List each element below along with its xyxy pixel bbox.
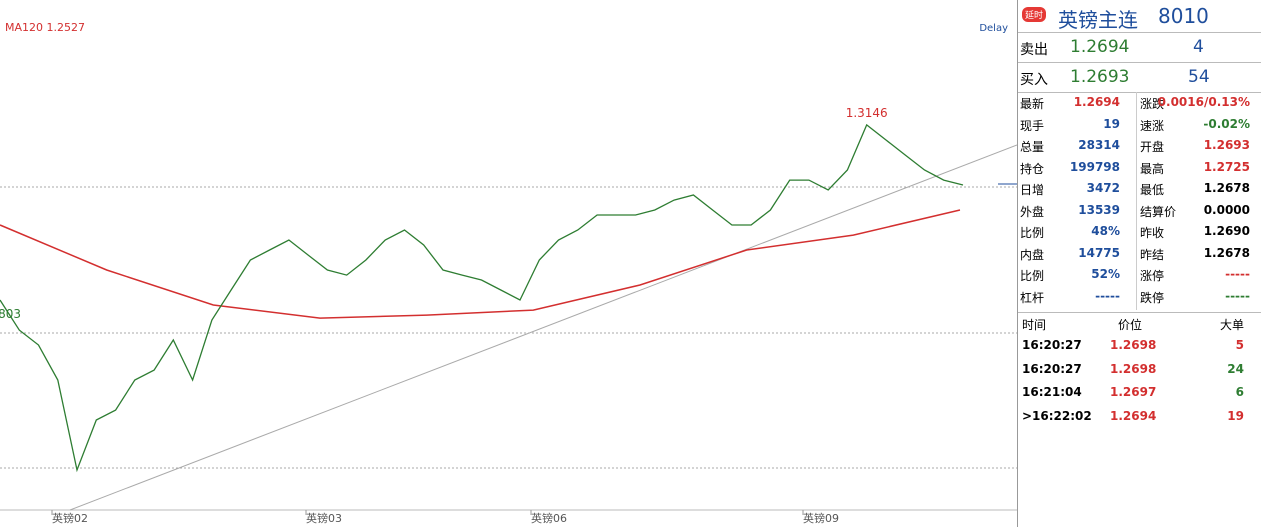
- stat-row: 比例 52% 涨停 -----: [1018, 264, 1261, 286]
- cell: 现手: [1020, 118, 1045, 133]
- cell: 开盘: [1140, 140, 1165, 154]
- stat-row: 持仓 199798 最高 1.2725: [1018, 157, 1261, 179]
- cell: 48%: [1091, 224, 1120, 238]
- cell: 时间: [1022, 318, 1047, 332]
- x-tick-label: 英镑06: [531, 511, 567, 525]
- cell: 大单: [1219, 318, 1244, 332]
- annotation: 1.3146: [846, 106, 888, 120]
- stat-row: 内盘 14775 昨结 1.2678: [1018, 243, 1261, 265]
- cell: 19: [1227, 408, 1244, 423]
- cell: 24: [1227, 361, 1244, 376]
- stat-row: 外盘 13539 结算价 0.0000: [1018, 200, 1261, 222]
- cell: 涨停: [1140, 269, 1165, 283]
- ask: 卖出 1.2694 4: [1018, 33, 1261, 63]
- cell: 1.2694: [1110, 408, 1157, 423]
- trend-line: [69, 144, 1017, 511]
- x-tick-label: 英镑09: [803, 511, 839, 525]
- close-line: [0, 123, 964, 473]
- volume: 54: [1188, 67, 1210, 87]
- label: 买入: [1020, 72, 1048, 88]
- stat-row: 比例 48% 昨收 1.2690: [1018, 221, 1261, 243]
- cell: 1.2697: [1110, 385, 1157, 399]
- cell: 1.2698: [1110, 338, 1157, 352]
- annotation: 1.1803: [0, 307, 21, 321]
- divider: [1018, 312, 1261, 313]
- stat-row: 总量 28314 开盘 1.2693: [1018, 135, 1261, 157]
- cell: 跌停: [1140, 290, 1165, 305]
- name: 英镑主连: [1058, 8, 1138, 32]
- stat-row: 最新 1.2694 涨跌 0.0016/0.13%: [1018, 92, 1261, 114]
- badge: 延时: [1022, 7, 1047, 22]
- cell: 最高: [1140, 161, 1165, 176]
- cell: 总量: [1020, 140, 1045, 154]
- chart: MA120 1.2527 Delay 1.3146 1.1803 英镑02 英镑03 英…: [0, 21, 1017, 525]
- cell: 涨跌: [1140, 97, 1165, 111]
- cell: 16:20:27: [1022, 361, 1082, 376]
- cell: 3472: [1086, 181, 1120, 195]
- price: 1.2694: [1070, 37, 1130, 57]
- cell: 日增: [1020, 183, 1045, 197]
- cell: 比例: [1020, 269, 1045, 283]
- cell: -----: [1095, 288, 1120, 303]
- cell: 内盘: [1020, 247, 1045, 262]
- price: 1.2693: [1070, 67, 1130, 87]
- delay-label: Delay: [979, 23, 1008, 34]
- cell: 价位: [1118, 318, 1143, 332]
- cell: >16:22:02: [1022, 408, 1092, 423]
- cell: 1.2690: [1203, 224, 1250, 238]
- stat-row: 日增 3472 最低 1.2678: [1018, 178, 1261, 200]
- cell: 最低: [1140, 183, 1165, 197]
- x-tick-label: 英镑03: [306, 511, 342, 525]
- cell: 外盘: [1020, 204, 1045, 219]
- cell: 结算价: [1140, 204, 1177, 219]
- stat-row: 杠杆 ----- 跌停 -----: [1018, 286, 1261, 308]
- cell: 16:20:27: [1022, 338, 1082, 352]
- cell: 1.2725: [1203, 159, 1250, 174]
- cell: 1.2694: [1073, 95, 1120, 109]
- cell: 1.2678: [1203, 181, 1250, 195]
- cell: 52%: [1091, 267, 1120, 281]
- bid: 买入 1.2693 54: [1018, 63, 1261, 93]
- cell: 1.2678: [1203, 245, 1250, 260]
- cell: 13539: [1078, 202, 1120, 217]
- cell: 1.2693: [1203, 138, 1250, 152]
- cell: 最新: [1020, 97, 1045, 111]
- x-tick-label: 英镑02: [52, 511, 88, 525]
- cell: 1.2698: [1110, 361, 1157, 376]
- quote-panel: 延时 英镑主连 8010 卖出 1.2694 4 买入 1.2693 54 最新…: [1017, 0, 1261, 527]
- column-divider: [1136, 92, 1137, 310]
- label: 卖出: [1020, 42, 1048, 58]
- indicator-label: MA120 1.2527: [5, 21, 85, 34]
- header: 延时 英镑主连 8010: [1018, 0, 1261, 33]
- cell: 6: [1235, 385, 1244, 399]
- cell: 0.0016/0.13%: [1157, 95, 1250, 109]
- cell: 比例: [1020, 226, 1045, 240]
- stat-row: 现手 19 速涨 -0.02%: [1018, 114, 1261, 136]
- code: 8010: [1158, 4, 1209, 28]
- cell: 昨结: [1140, 247, 1165, 262]
- ma120-line: [0, 209, 961, 319]
- cell: 28314: [1078, 138, 1120, 152]
- cell: 5: [1235, 338, 1244, 352]
- cell: 16:21:04: [1022, 385, 1082, 399]
- cell: 杠杆: [1020, 290, 1045, 305]
- cell: 14775: [1078, 245, 1120, 260]
- volume: 4: [1193, 37, 1204, 57]
- cell: 19: [1103, 116, 1120, 131]
- cell: -----: [1225, 267, 1250, 281]
- cell: -----: [1225, 288, 1250, 303]
- cell: 速涨: [1140, 118, 1165, 133]
- cell: 0.0000: [1203, 202, 1250, 217]
- cell: 持仓: [1020, 161, 1045, 176]
- cell: -0.02%: [1203, 116, 1250, 131]
- cell: 199798: [1069, 159, 1120, 174]
- cell: 昨收: [1140, 226, 1165, 240]
